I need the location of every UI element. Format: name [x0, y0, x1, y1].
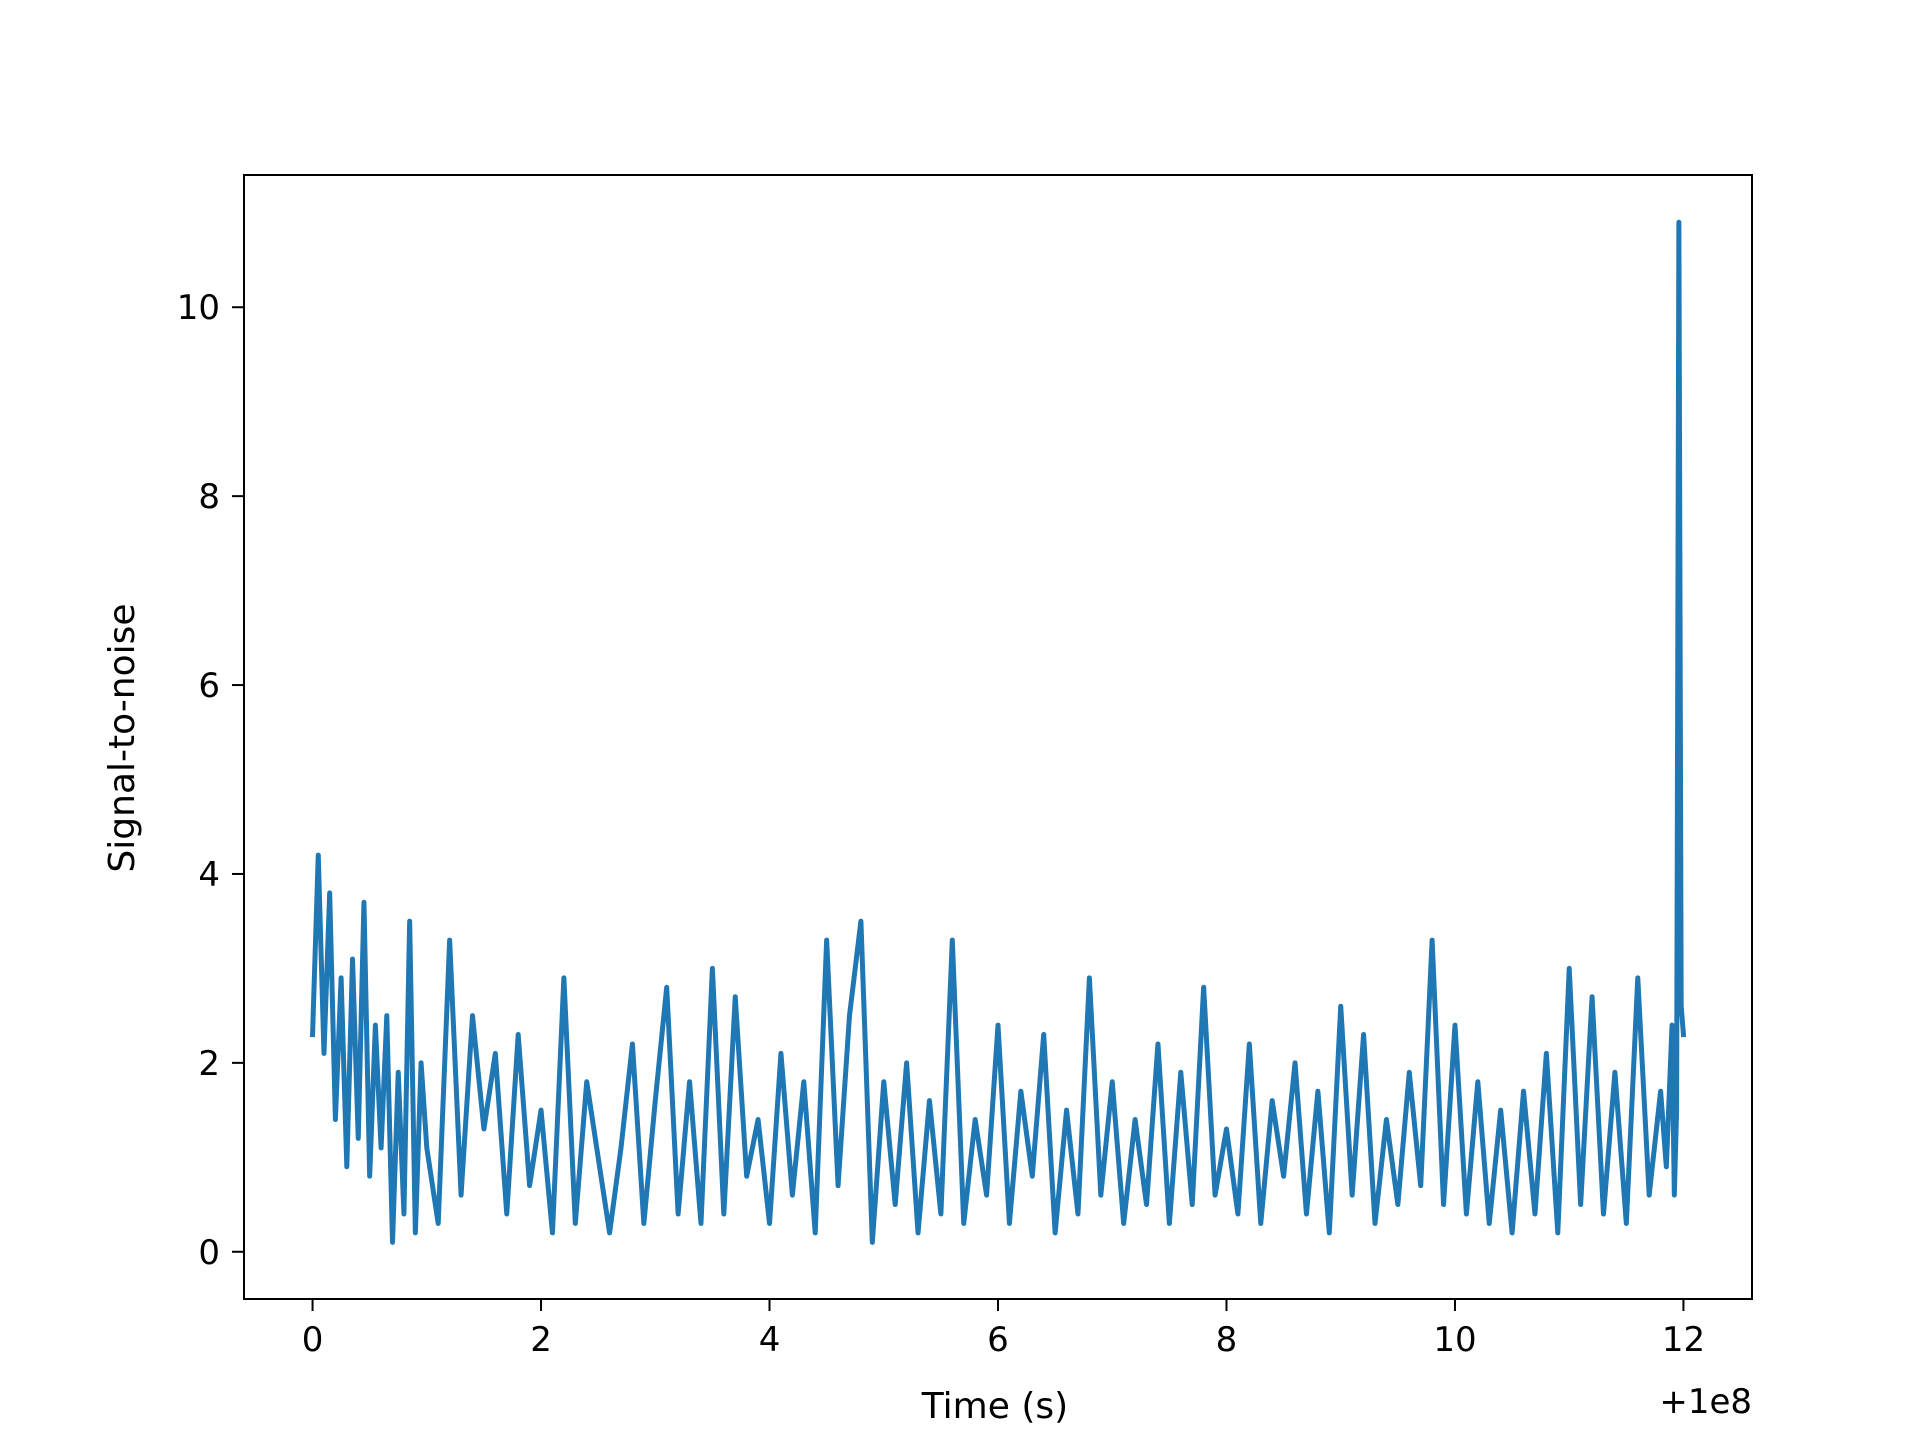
- x-tick-label-1: 2: [530, 1320, 552, 1360]
- x-tick-label-5: 10: [1433, 1320, 1476, 1360]
- y-tick-label-1: 2: [198, 1044, 220, 1084]
- x-tick-label-6: 12: [1662, 1320, 1705, 1360]
- y-tick-label-5: 10: [177, 288, 220, 328]
- series-layer: [309, 219, 1687, 1245]
- y-tick-label-0: 0: [198, 1233, 220, 1273]
- x-offset-label: +1e8: [1659, 1382, 1752, 1422]
- x-tick-label-2: 4: [759, 1320, 781, 1360]
- x-tick-label-4: 8: [1216, 1320, 1238, 1360]
- y-axis-label: Signal-to-noise: [102, 603, 143, 872]
- y-tick-label-2: 4: [198, 855, 220, 895]
- series-line-0: [309, 219, 1687, 1245]
- axes-layer: 0 2 4 6 8 10 12 0 2 4 6 8 10: [177, 174, 1753, 1360]
- x-tick-label-3: 6: [987, 1320, 1009, 1360]
- y-tick-label-3: 6: [198, 666, 220, 706]
- x-tick-label-0: 0: [302, 1320, 324, 1360]
- x-axis-label: Time (s): [921, 1386, 1068, 1427]
- y-tick-label-4: 8: [198, 477, 220, 517]
